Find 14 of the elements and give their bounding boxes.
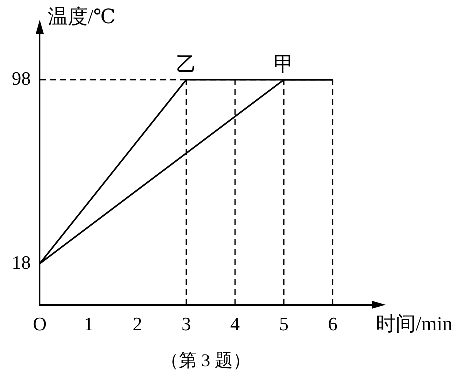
x-tick-label: 4: [230, 314, 241, 336]
y-tick-label: 98: [12, 68, 31, 90]
x-tick-label: 5: [279, 314, 289, 336]
x-tick-label: 1: [84, 314, 94, 336]
x-tick-label: 2: [132, 314, 142, 336]
y-tick-label: 18: [12, 252, 31, 274]
series-label: 乙: [176, 54, 196, 76]
x-tick-label: 3: [182, 314, 192, 336]
text: （第 3 题）: [161, 350, 251, 371]
y-axis-title: 温度/℃: [48, 6, 116, 28]
x-axis-title: 时间/min: [376, 313, 453, 336]
x-tick-label: O: [33, 314, 47, 336]
x-tick-label: 6: [328, 314, 338, 336]
series-label: 甲: [274, 54, 294, 76]
